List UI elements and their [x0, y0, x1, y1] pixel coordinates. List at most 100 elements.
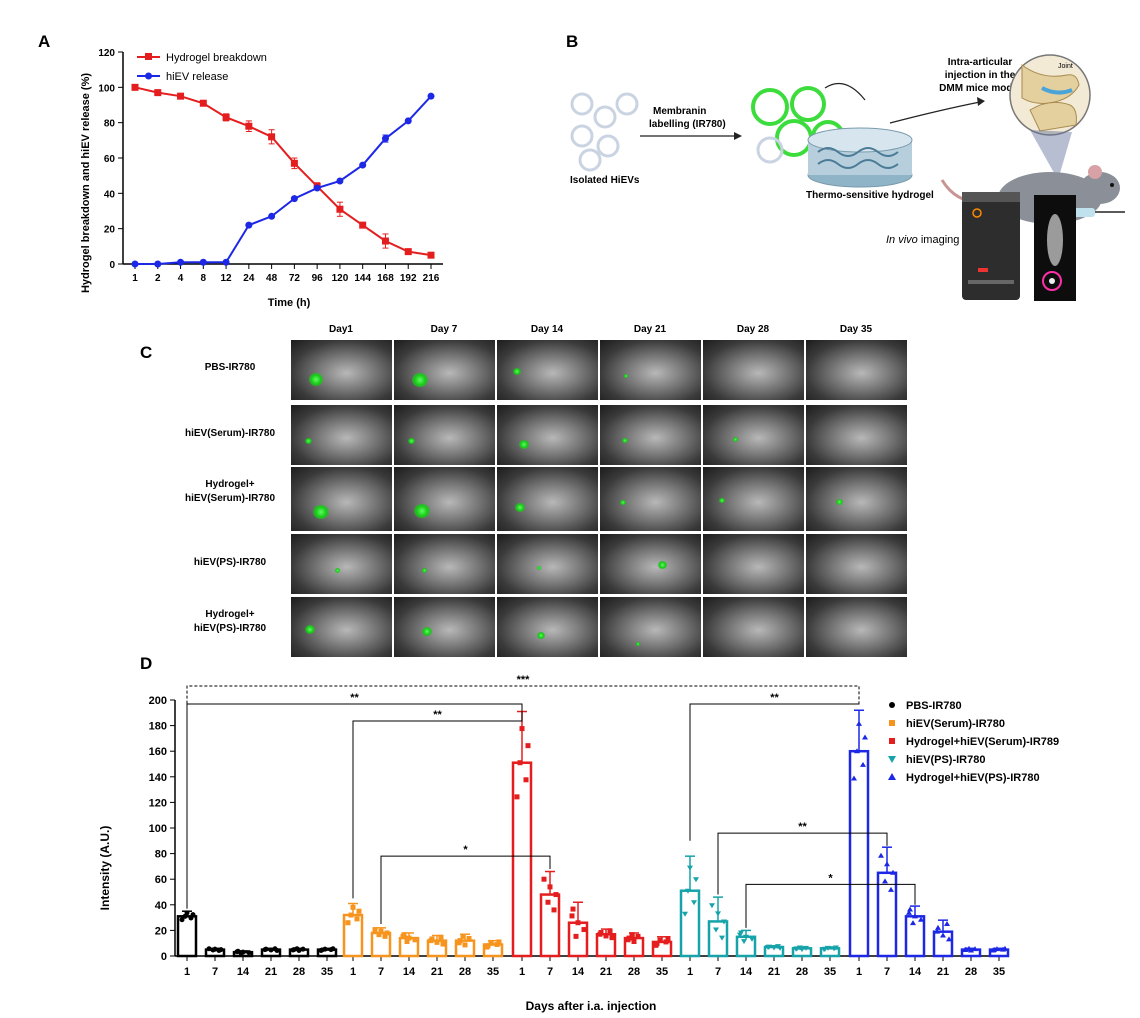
fluorescence-signal: [537, 566, 541, 570]
significance-bracket: [352, 708, 523, 899]
x-tick-label: 28: [293, 966, 305, 978]
data-point: [348, 912, 354, 918]
x-tick-label: 192: [400, 273, 417, 284]
x-tick-label: 21: [265, 966, 277, 978]
data-point: [206, 946, 212, 952]
data-point: [406, 935, 412, 941]
y-tick-label: 40: [155, 900, 167, 912]
fluorescence-signal: [733, 437, 738, 442]
fluorescence-image: [600, 405, 701, 465]
y-tick-label: 0: [109, 260, 115, 271]
data-point: [179, 917, 185, 923]
data-point: [462, 942, 468, 948]
data-point: [404, 248, 412, 256]
panel-d-y-axis-label: Intensity (A.U.): [98, 826, 112, 911]
data-point: [553, 892, 559, 898]
fluorescence-signal: [335, 568, 340, 573]
data-point: [825, 945, 831, 951]
bar: [176, 915, 198, 958]
data-point: [350, 904, 356, 910]
data-point: [376, 932, 382, 938]
bar: [876, 871, 898, 958]
x-tick-label: 144: [354, 273, 371, 284]
fluorescence-image: [703, 405, 804, 465]
x-tick-label: 21: [600, 966, 612, 978]
y-tick-label: 20: [104, 225, 116, 236]
x-tick-label: 216: [423, 273, 440, 284]
data-point: [184, 910, 190, 916]
data-point: [336, 205, 344, 213]
series-line: [135, 95, 432, 265]
x-tick-label: 14: [740, 966, 753, 978]
day-header: Day1: [329, 324, 353, 335]
day-header: Day 28: [736, 324, 770, 335]
fluorescence-signal: [422, 627, 432, 636]
fluorescence-image: [806, 534, 907, 594]
joint-label: Joint: [1058, 63, 1073, 70]
day-header: Day 21: [633, 324, 667, 335]
fluorescence-signal: [836, 499, 843, 505]
data-point: [212, 946, 218, 952]
data-point: [803, 945, 809, 951]
isolated-hievs-label: Isolated HiEVs: [570, 175, 640, 186]
data-point: [330, 946, 336, 952]
data-point: [719, 935, 725, 941]
fluorescence-signal: [422, 568, 427, 573]
injection-line1: Intra-articular: [948, 57, 1013, 68]
injection-line3: DMM mice model: [939, 83, 1021, 94]
data-point: [494, 941, 500, 947]
data-point: [741, 939, 747, 945]
x-tick-label: 12: [221, 273, 233, 284]
data-point: [603, 933, 609, 939]
data-point: [199, 99, 207, 107]
x-tick-label: 21: [431, 966, 443, 978]
day-header: Day 14: [530, 324, 564, 335]
data-point: [912, 913, 918, 919]
fluorescence-signal: [412, 373, 428, 387]
fluorescence-signal: [408, 438, 415, 444]
data-point: [300, 946, 306, 952]
significance-label: *: [463, 844, 468, 856]
fluorescence-signal: [719, 498, 725, 503]
fluorescence-image: [497, 467, 598, 531]
data-point: [359, 221, 367, 229]
data-point: [721, 919, 727, 925]
data-point: [860, 761, 866, 767]
data-point: [460, 933, 466, 939]
data-point: [581, 927, 587, 933]
legend-label: hiEV(Serum)-IR780: [906, 718, 1005, 730]
data-point: [382, 933, 388, 939]
data-point: [966, 945, 972, 951]
fluorescence-signal: [305, 438, 312, 444]
panel-a-y-axis-label: Hydrogel breakdown and hiEV release (%): [80, 73, 92, 293]
day-header: Day 35: [839, 324, 873, 335]
in-vivo-imaging-label: In vivo imaging: [886, 234, 959, 246]
data-point: [222, 113, 230, 121]
x-tick-label: 28: [965, 966, 977, 978]
data-point: [404, 117, 412, 125]
data-point: [514, 794, 520, 800]
data-point: [569, 913, 575, 919]
legend-marker: [889, 720, 895, 726]
data-point: [797, 945, 803, 951]
data-point: [525, 743, 531, 749]
fluorescence-signal: [624, 374, 628, 378]
data-point: [888, 886, 894, 892]
data-point: [378, 928, 384, 934]
fluorescence-image: [291, 534, 392, 594]
fluorescence-signal: [519, 440, 529, 449]
data-point: [940, 932, 946, 938]
y-tick-label: 20: [155, 925, 167, 937]
data-point: [519, 726, 525, 732]
data-point: [862, 734, 868, 740]
injection-line2: injection in the: [945, 70, 1016, 81]
data-point: [381, 135, 389, 143]
data-point: [635, 933, 641, 939]
fluorescence-signal: [537, 632, 545, 639]
data-point: [851, 775, 857, 781]
legend-marker: [889, 702, 895, 708]
data-point: [457, 938, 463, 944]
fluorescence-image: [291, 340, 392, 400]
panel-d-bar-chart: 0 20 40 60 80 100 120 140 160 180 200 1 7 14 21 28 35 1 7 1…: [98, 674, 1059, 1013]
arrow-right-icon: [734, 132, 742, 140]
